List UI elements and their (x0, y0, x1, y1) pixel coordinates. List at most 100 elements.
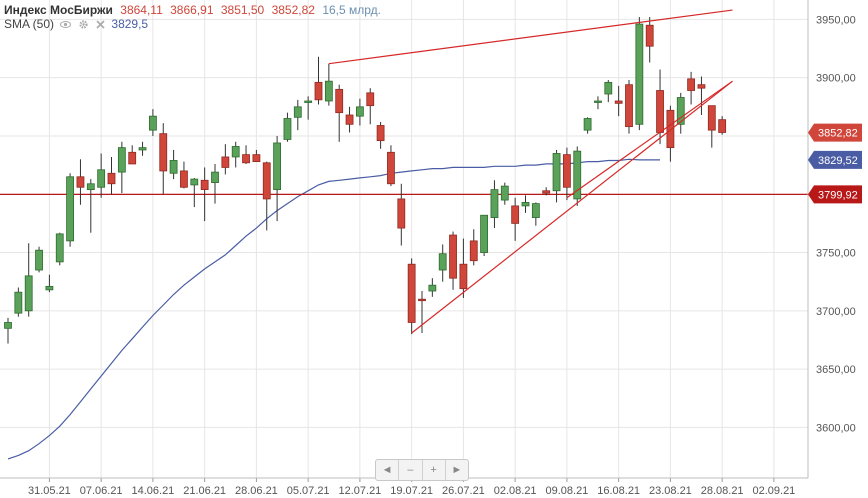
eye-icon[interactable] (60, 19, 72, 30)
candle (542, 187, 551, 196)
scroll-right-button[interactable]: ► (451, 464, 463, 476)
candle-body (14, 291, 23, 314)
candle-body (376, 125, 385, 142)
candle (35, 246, 43, 273)
zoom-in-button[interactable]: + (423, 460, 446, 480)
x-tick-label: 26.07.21 (442, 485, 485, 497)
trendline (566, 80, 733, 199)
price-label-text: 3799,92 (818, 189, 858, 201)
candle-body (645, 24, 654, 47)
candle (335, 84, 344, 142)
candle (252, 149, 261, 163)
candle (211, 163, 219, 204)
candle-body (55, 233, 64, 263)
candle (418, 291, 426, 333)
price-labels-layer: 3852,82 3829,52 3799,92 (808, 123, 862, 204)
candle-body (283, 118, 292, 140)
price-label: 3829,52 (808, 150, 862, 169)
candle (707, 105, 716, 148)
candle-body (407, 263, 416, 323)
legend-row-sma: SMA (50) 3829,5 (4, 17, 381, 31)
candle (345, 106, 354, 133)
candle (614, 85, 623, 117)
candle-body (563, 154, 571, 188)
zoom-out-button[interactable]: – (399, 460, 423, 480)
gear-icon[interactable] (78, 19, 89, 30)
y-tick-label: 3700,00 (816, 306, 856, 318)
candle (45, 274, 54, 293)
x-tick-label: 28.08.21 (701, 485, 744, 497)
candle (666, 105, 675, 162)
candle (521, 195, 530, 213)
candle (117, 141, 126, 194)
y-tick-label: 3650,00 (816, 364, 856, 376)
candle (190, 177, 199, 208)
candle-body (169, 160, 178, 174)
candle-body (490, 189, 499, 218)
candle (449, 231, 457, 290)
x-tick-label: 31.05.21 (28, 485, 71, 497)
x-tick-label: 05.07.21 (287, 485, 330, 497)
candle (500, 182, 509, 205)
candle-body (355, 106, 364, 117)
candle-body (24, 275, 33, 312)
candle (4, 317, 12, 344)
candle-body (180, 170, 188, 188)
scroll-left-button[interactable]: ◄ (376, 460, 400, 480)
candle (304, 96, 313, 120)
candles-layer (4, 17, 727, 344)
candle (531, 202, 540, 226)
y-tick-label: 3750,00 (816, 248, 856, 260)
candle-body (159, 133, 168, 172)
candle-body (66, 176, 74, 242)
candle (604, 80, 613, 103)
candle-body (449, 234, 457, 279)
candle (169, 149, 178, 180)
candle-body (500, 185, 509, 201)
candle-body (428, 284, 437, 292)
candle-body (324, 80, 333, 102)
candle (625, 80, 633, 134)
candle (511, 197, 520, 241)
candle (718, 116, 727, 135)
candle (148, 109, 157, 136)
candle-body (314, 81, 323, 101)
candle-body (480, 214, 489, 253)
candle (490, 180, 499, 229)
candle (273, 135, 282, 222)
candle (159, 123, 168, 195)
candle (676, 92, 685, 134)
close-value: 3852,82 (271, 3, 315, 17)
candle-body (418, 298, 426, 302)
candle (314, 56, 323, 105)
candle-body (397, 198, 406, 229)
y-tick-label: 3600,00 (816, 422, 856, 434)
candle-body (117, 147, 126, 173)
x-tick-label: 28.06.21 (235, 485, 278, 497)
candle-body (304, 100, 313, 103)
candle (14, 287, 23, 317)
candle-body (97, 169, 106, 188)
low-value: 3851,50 (220, 3, 265, 17)
candle-body (542, 190, 551, 194)
candle (573, 146, 582, 206)
price-label-text: 3829,52 (818, 155, 858, 167)
candle-body (138, 147, 147, 151)
x-tick-label: 21.06.21 (183, 485, 226, 497)
close-icon[interactable] (95, 19, 106, 30)
trendlines-layer (328, 9, 733, 334)
price-label: 3852,82 (808, 123, 862, 142)
candle-body (242, 154, 250, 164)
candle-body (128, 151, 137, 165)
candle-body (335, 88, 344, 114)
candle-body (531, 203, 540, 218)
price-label: 3799,92 (808, 185, 862, 204)
candle-body (707, 105, 716, 131)
candle (76, 159, 85, 205)
candle-body (676, 97, 685, 125)
trendline (411, 80, 733, 334)
candle (262, 161, 271, 231)
x-tick-label: 09.08.21 (545, 485, 588, 497)
x-tick-label: 16.08.21 (597, 485, 640, 497)
